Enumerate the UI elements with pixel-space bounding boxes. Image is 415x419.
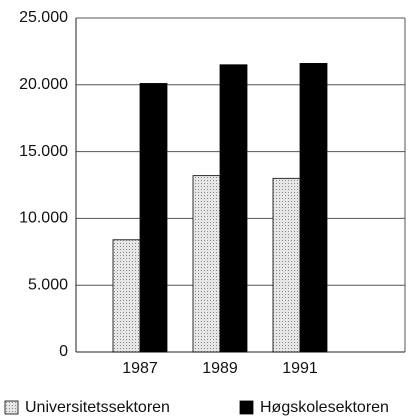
legend-label: Universitetssektoren <box>25 399 170 416</box>
y-tick-label: 5.000 <box>28 276 68 293</box>
bar <box>139 83 168 353</box>
legend-swatch <box>4 400 19 415</box>
y-tick-label: 15.000 <box>19 143 68 160</box>
y-tick-label: 10.000 <box>19 210 68 227</box>
x-tick-label: 1987 <box>122 360 158 377</box>
legend-label: Høgskolesektoren <box>260 399 389 416</box>
x-tick-label: 1989 <box>202 360 238 377</box>
bar <box>219 64 248 353</box>
bar <box>112 239 141 353</box>
x-tick-label: 1991 <box>282 360 318 377</box>
bar <box>299 63 328 353</box>
bar <box>272 177 301 353</box>
y-tick-label: 0 <box>59 343 68 360</box>
y-tick-label: 20.000 <box>19 76 68 93</box>
legend-swatch <box>239 400 254 415</box>
y-tick-label: 25.000 <box>19 9 68 26</box>
bar <box>192 175 221 353</box>
